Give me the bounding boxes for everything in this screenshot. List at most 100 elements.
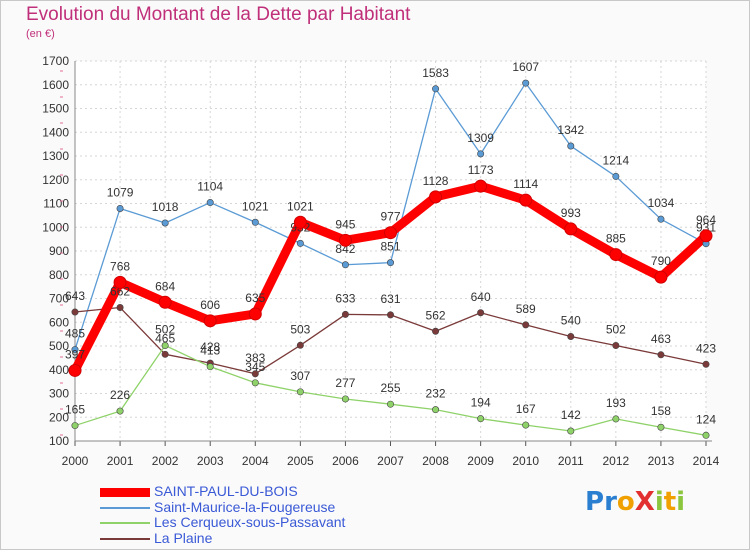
x-tick-label: 2005 (287, 454, 314, 468)
data-label: 945 (335, 217, 355, 231)
data-label: 885 (606, 232, 626, 246)
data-point (248, 307, 262, 321)
data-label: 1607 (512, 60, 539, 74)
data-label: 383 (245, 351, 265, 365)
x-tick-label: 2008 (422, 454, 449, 468)
data-point (432, 406, 440, 414)
chart-subtitle: (en €) (26, 28, 55, 40)
legend-swatch (100, 506, 150, 509)
data-point (296, 239, 304, 247)
data-label: 635 (245, 291, 265, 305)
y-tick-label: 1600 (42, 78, 69, 92)
data-label: 124 (696, 412, 716, 426)
data-point (113, 275, 127, 289)
x-tick-label: 2003 (197, 454, 224, 468)
data-label: 1021 (242, 199, 269, 213)
data-point (612, 342, 620, 350)
data-label: 589 (516, 302, 536, 316)
data-point (338, 233, 352, 247)
y-tick-label: 100 (49, 434, 69, 448)
data-point (657, 215, 665, 223)
data-label: 226 (110, 388, 130, 402)
data-point (341, 395, 349, 403)
data-label: 502 (606, 323, 626, 337)
x-tick-label: 2006 (332, 454, 359, 468)
legend-swatch (100, 522, 150, 524)
data-label: 413 (200, 344, 220, 358)
data-label: 1018 (152, 200, 179, 214)
data-point (564, 222, 578, 236)
data-label: 232 (426, 387, 446, 401)
data-label: 768 (110, 259, 130, 273)
data-point (158, 295, 172, 309)
data-label: 1104 (197, 180, 223, 194)
data-label: 485 (65, 327, 85, 341)
legend-label: Saint-Maurice-la-Fougereuse (154, 498, 336, 515)
data-point (161, 342, 169, 350)
data-point (522, 421, 530, 429)
data-label: 1342 (557, 123, 584, 137)
y-tick-label: 300 (49, 387, 69, 401)
data-point (386, 311, 394, 319)
legend-label: SAINT-PAUL-DU-BOIS (154, 483, 298, 499)
data-point (341, 261, 349, 269)
data-label: 502 (155, 323, 175, 337)
data-point (206, 363, 214, 371)
data-label: 277 (335, 376, 355, 390)
data-label: 606 (200, 298, 220, 312)
data-label: 842 (335, 242, 355, 256)
data-point (206, 199, 214, 207)
data-label: 631 (380, 292, 400, 306)
data-point (341, 310, 349, 318)
data-point (429, 190, 443, 204)
data-point (609, 248, 623, 262)
data-label: 463 (651, 332, 671, 346)
y-tick-label: 1100 (43, 197, 69, 211)
data-label: 540 (561, 314, 581, 328)
logo-letter: i (654, 487, 664, 517)
chart-title: Evolution du Montant de la Dette par Hab… (26, 4, 411, 25)
logo-letter: o (616, 487, 635, 517)
logo-letter: t (663, 487, 677, 517)
proxiti-logo: ProXiti (585, 487, 685, 517)
y-tick-label: 1700 (42, 54, 69, 68)
legend-swatch (100, 537, 150, 540)
data-label: 167 (516, 402, 536, 416)
data-point (161, 219, 169, 227)
data-label: 1214 (603, 153, 630, 167)
data-point (161, 350, 169, 358)
x-tick-label: 2001 (107, 454, 134, 468)
x-tick-label: 2011 (558, 454, 584, 468)
x-tick-label: 2010 (512, 454, 539, 468)
y-tick-label: 1300 (42, 149, 69, 163)
data-point (612, 415, 620, 423)
y-tick-label: 900 (49, 244, 69, 258)
data-point (251, 379, 259, 387)
data-label: 503 (290, 322, 310, 336)
data-label: 684 (155, 279, 175, 293)
data-label: 1034 (648, 196, 675, 210)
data-point (702, 360, 710, 368)
logo-letter: i (676, 487, 686, 517)
data-point (519, 193, 533, 207)
y-tick-label: 400 (49, 363, 69, 377)
data-point (71, 346, 79, 354)
data-point (567, 332, 575, 340)
logo-letter: X (634, 487, 655, 517)
data-label: 977 (380, 210, 400, 224)
data-point (296, 388, 304, 396)
y-tick-label: 500 (49, 339, 69, 353)
data-label: 194 (471, 396, 491, 410)
data-point (522, 79, 530, 87)
data-point (384, 226, 397, 240)
data-label: 790 (651, 254, 671, 268)
data-point (432, 85, 440, 93)
data-label: 345 (245, 360, 265, 374)
x-tick-label: 2009 (467, 454, 494, 468)
y-tick-label: 1500 (42, 102, 69, 116)
data-point (522, 321, 530, 329)
x-tick-label: 2002 (152, 454, 179, 468)
data-label: 397 (65, 347, 85, 361)
data-label: 255 (380, 381, 400, 395)
y-tick-label: 1000 (42, 220, 69, 234)
